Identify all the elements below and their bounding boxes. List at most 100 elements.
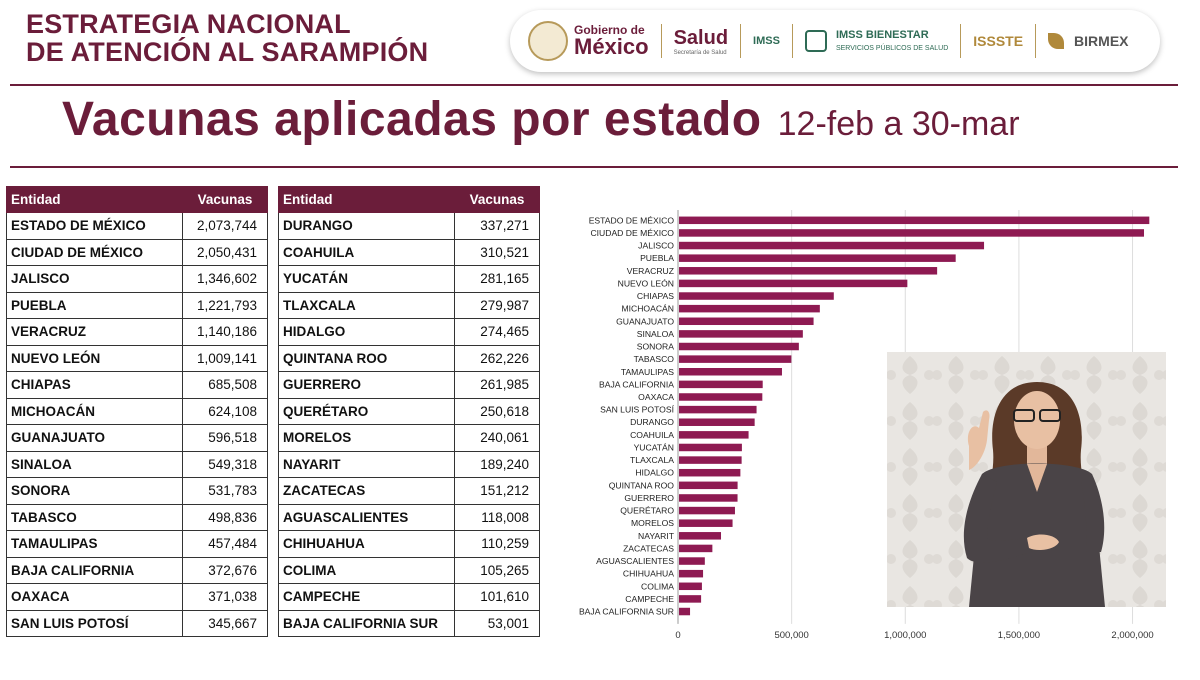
vaccines-cell: 372,676 [182, 556, 268, 584]
x-tick-label: 500,000 [774, 630, 808, 641]
table-row: SAN LUIS POTOSÍ 345,667 [6, 609, 268, 637]
entity-cell: HIDALGO [278, 318, 455, 346]
table-row: NAYARIT 189,240 [278, 450, 540, 478]
vaccines-cell: 498,836 [182, 503, 268, 531]
bar [679, 355, 792, 363]
bar [679, 254, 956, 262]
entity-cell: GUERRERO [278, 371, 455, 399]
y-category-label: COAHUILA [630, 430, 674, 440]
bar [679, 431, 749, 439]
imss-bienestar-subtext: SERVICIOS PÚBLICOS DE SALUD [835, 45, 949, 52]
vaccines-cell: 274,465 [454, 318, 540, 346]
vaccines-cell: 624,108 [182, 397, 268, 425]
vaccines-cell: 2,050,431 [182, 238, 268, 266]
entity-cell: TABASCO [6, 503, 183, 531]
entity-cell: GUANAJUATO [6, 424, 183, 452]
bar [679, 456, 742, 464]
entity-cell: CHIHUAHUA [278, 530, 455, 558]
vaccines-cell: 262,226 [454, 344, 540, 372]
entity-cell: CAMPECHE [278, 583, 455, 611]
column-header-vaccines: Vacunas [182, 186, 268, 213]
imss-logo-text: IMSS [753, 35, 780, 47]
bar [679, 267, 938, 275]
vaccines-table-right: Entidad Vacunas DURANGO 337,271 COAHUILA 31… [278, 186, 540, 637]
y-category-label: PUEBLA [640, 253, 674, 263]
bar [679, 582, 702, 591]
y-category-label: ZACATECAS [623, 543, 674, 553]
vaccines-cell: 105,265 [454, 556, 540, 584]
bar [679, 481, 738, 490]
table-row: COAHUILA 310,521 [278, 238, 540, 266]
y-category-label: CHIAPAS [637, 291, 674, 301]
gob-logo-bottom: México [574, 34, 649, 59]
vaccines-cell: 281,165 [454, 265, 540, 293]
vaccines-cell: 53,001 [454, 609, 540, 637]
vaccines-cell: 457,484 [182, 530, 268, 558]
entity-cell: OAXACA [6, 583, 183, 611]
y-category-label: MICHOACÁN [621, 304, 674, 314]
y-category-label: CHIHUAHUA [623, 569, 674, 579]
salud-logo-subtext: Secretaría de Salud [673, 49, 727, 56]
table-row: ZACATECAS 151,212 [278, 477, 540, 505]
bar [679, 229, 1145, 237]
vaccines-cell: 151,212 [454, 477, 540, 505]
y-category-label: OAXACA [638, 392, 674, 402]
table-row: QUINTANA ROO 262,226 [278, 344, 540, 372]
entity-cell: SAN LUIS POTOSÍ [6, 609, 183, 637]
issste-logo-text: ISSSTE [973, 33, 1024, 49]
vaccines-cell: 101,610 [454, 583, 540, 611]
y-category-label: TLAXCALA [630, 455, 674, 465]
entity-cell: NUEVO LEÓN [6, 344, 183, 372]
header-divider [10, 84, 1178, 86]
table-row: SONORA 531,783 [6, 477, 268, 505]
bar [679, 279, 908, 288]
entity-cell: SINALOA [6, 450, 183, 478]
vaccines-cell: 250,618 [454, 397, 540, 425]
national-seal-icon [528, 21, 568, 61]
entity-cell: QUERÉTARO [278, 397, 455, 425]
y-category-label: GUERRERO [624, 493, 674, 503]
vaccines-table-left: Entidad Vacunas ESTADO DE MÉXICO 2,073,74… [6, 186, 268, 637]
page-title-date-range: 12-feb a 30-mar [777, 105, 1020, 143]
y-category-label: GUANAJUATO [616, 316, 674, 326]
imss-logo: IMSS [753, 35, 780, 47]
logo-divider [960, 24, 962, 58]
table-row: CHIHUAHUA 110,259 [278, 530, 540, 558]
entity-cell: TLAXCALA [278, 291, 455, 319]
y-category-label: VERACRUZ [627, 266, 674, 276]
y-category-label: YUCATÁN [634, 442, 674, 452]
y-category-label: DURANGO [630, 417, 674, 427]
logo-divider [660, 24, 662, 58]
table-row: BAJA CALIFORNIA SUR 53,001 [278, 609, 540, 637]
entity-cell: COLIMA [278, 556, 455, 584]
bar [679, 607, 691, 616]
entity-cell: NAYARIT [278, 450, 455, 478]
entity-cell: VERACRUZ [6, 318, 183, 346]
table-row: ESTADO DE MÉXICO 2,073,744 [6, 212, 268, 240]
bar [679, 393, 763, 401]
x-tick-label: 1,000,000 [884, 630, 926, 641]
y-category-label: COLIMA [641, 581, 674, 591]
logo-divider [791, 24, 793, 58]
table-row: JALISCO 1,346,602 [6, 265, 268, 293]
entity-cell: ESTADO DE MÉXICO [6, 212, 183, 240]
table-row: TAMAULIPAS 457,484 [6, 530, 268, 558]
table-row: TLAXCALA 279,987 [278, 291, 540, 319]
imss-bienestar-icon [804, 30, 827, 52]
vaccines-cell: 310,521 [454, 238, 540, 266]
entity-cell: PUEBLA [6, 291, 183, 319]
salud-logo: Salud Secretaría de Salud [674, 27, 728, 56]
bar [679, 330, 803, 338]
table-row: DURANGO 337,271 [278, 212, 540, 240]
entity-cell: BAJA CALIFORNIA SUR [278, 609, 455, 637]
y-category-label: NUEVO LEÓN [618, 278, 674, 288]
table-row: OAXACA 371,038 [6, 583, 268, 611]
column-header-entity: Entidad [6, 186, 183, 213]
birmex-logo-text: BIRMEX [1074, 33, 1129, 49]
bar [679, 405, 757, 414]
vaccines-cell: 345,667 [182, 609, 268, 637]
y-category-label: TAMAULIPAS [621, 367, 674, 377]
y-category-label: QUERÉTARO [620, 506, 674, 516]
bar [679, 595, 702, 603]
imss-bienestar-logo: IMSS BIENESTAR SERVICIOS PÚBLICOS DE SAL… [804, 29, 949, 53]
